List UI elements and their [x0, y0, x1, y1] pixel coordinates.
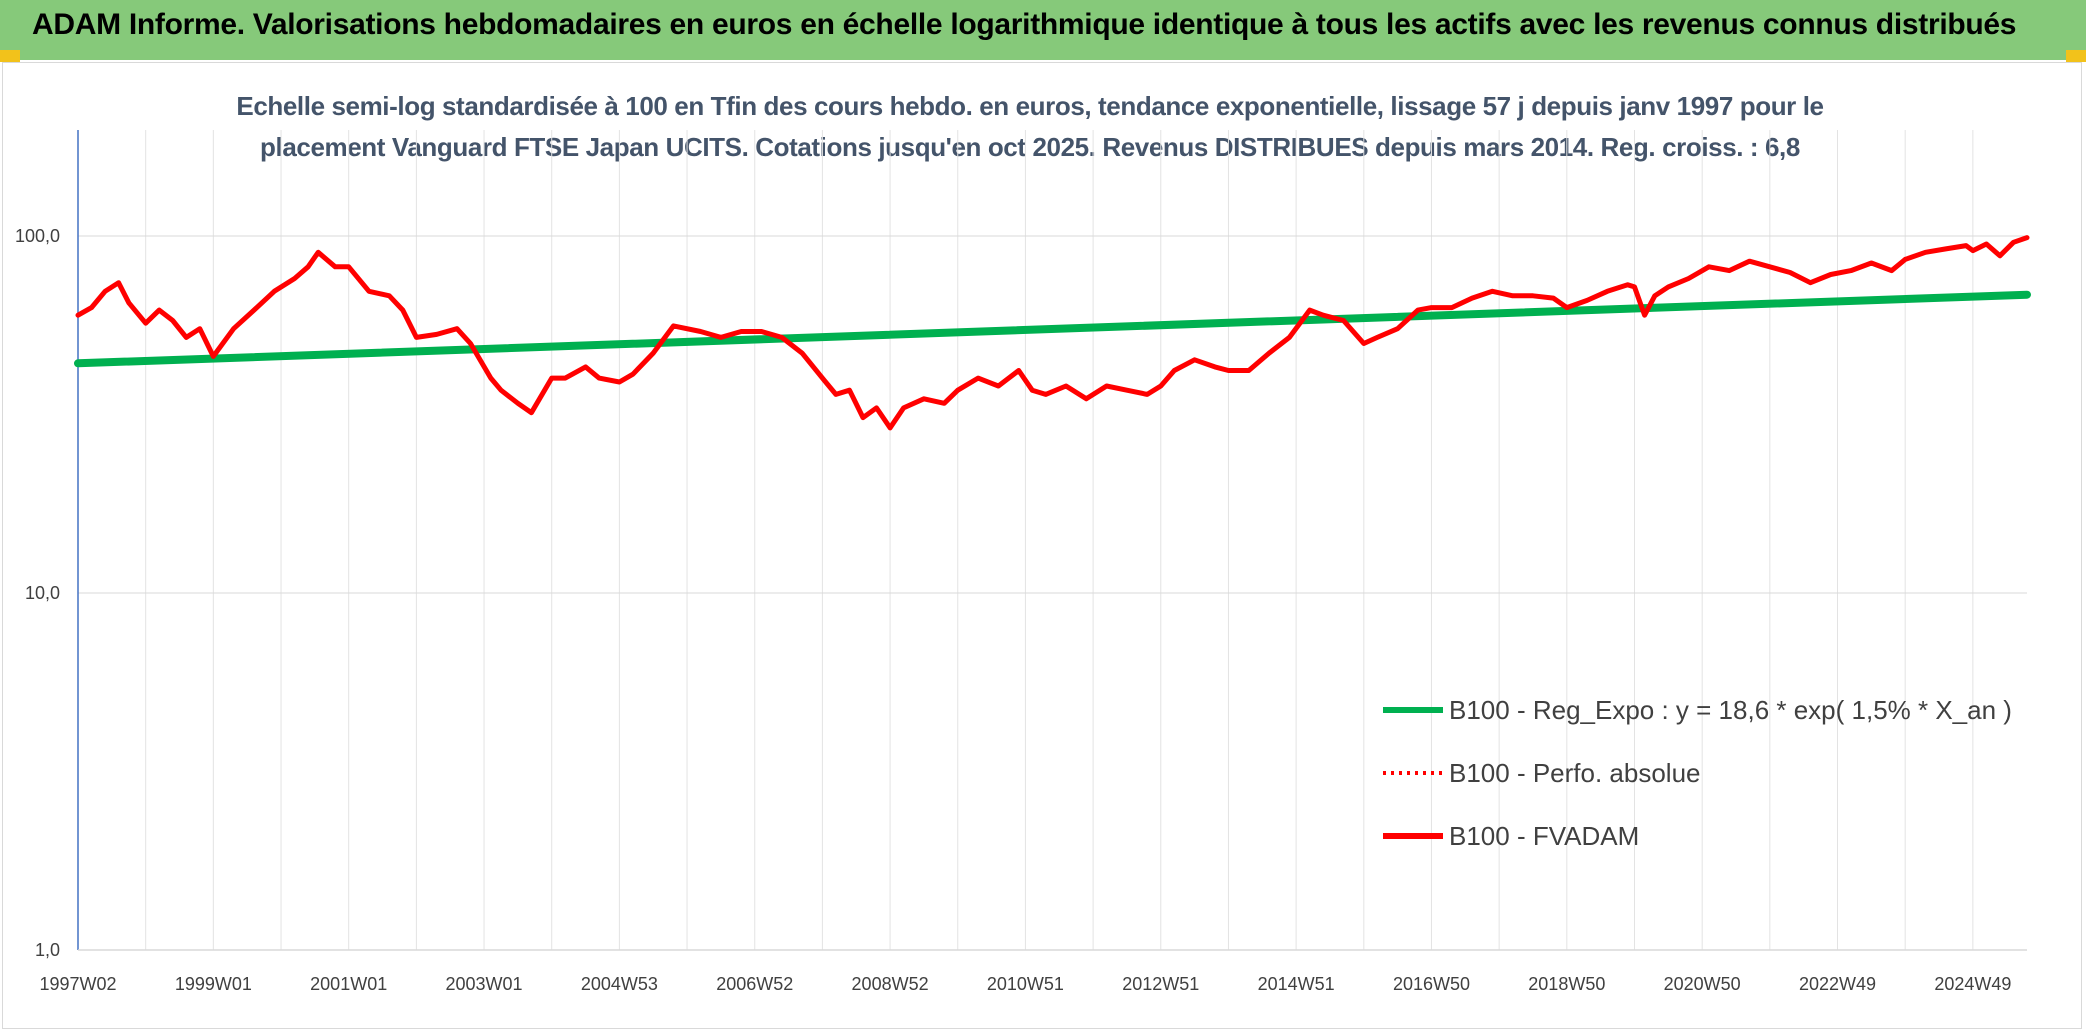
- chart-title-line-2: placement Vanguard FTSE Japan UCITS. Cot…: [260, 132, 1800, 162]
- chart-frame: [2, 62, 2082, 1029]
- x-tick-label: 2004W53: [581, 974, 658, 994]
- y-tick-label: 1,0: [35, 940, 60, 960]
- series-line-fvadam: [75, 235, 2030, 431]
- x-tick-label: 2012W51: [1122, 974, 1199, 994]
- x-tick-label: 2022W49: [1799, 974, 1876, 994]
- legend-label: B100 - Reg_Expo : y = 18,6 * exp( 1,5% *…: [1449, 695, 2012, 725]
- x-tick-label: 2014W51: [1258, 974, 1335, 994]
- axes: [77, 130, 2027, 951]
- corner-marker-left: [0, 50, 20, 62]
- x-tick-label: 2006W52: [716, 974, 793, 994]
- x-tick-label: 2001W01: [310, 974, 387, 994]
- header-title: ADAM Informe. Valorisations hebdomadaire…: [32, 8, 2017, 41]
- x-tick-label: 1999W01: [175, 974, 252, 994]
- x-tick-label: 2010W51: [987, 974, 1064, 994]
- corner-marker-right: [2066, 50, 2086, 62]
- x-tick-label: 2008W52: [852, 974, 929, 994]
- legend-label: B100 - FVADAM: [1449, 821, 1639, 851]
- x-tick-label: 2016W50: [1393, 974, 1470, 994]
- y-tick-label: 100,0: [15, 226, 60, 246]
- legend-label: B100 - Perfo. absolue: [1449, 758, 1701, 788]
- regression-line: [74, 290, 2031, 368]
- chart-title: Echelle semi-log standardisée à 100 en T…: [230, 86, 1830, 168]
- y-tick-label: 10,0: [25, 583, 60, 603]
- header-banner: ADAM Informe. Valorisations hebdomadaire…: [0, 0, 2086, 60]
- x-tick-label: 2020W50: [1664, 974, 1741, 994]
- x-tick-label: 1997W02: [39, 974, 116, 994]
- legend: B100 - Reg_Expo : y = 18,6 * exp( 1,5% *…: [1383, 695, 2012, 851]
- grid-lines: [77, 130, 2027, 951]
- chart-title-line-1: Echelle semi-log standardisée à 100 en T…: [236, 91, 1824, 121]
- tick-labels: 1,0 10,0 100,0 1997W02 1999W01 2001W01 2003W01…: [15, 226, 2011, 994]
- x-tick-label: 2024W49: [1934, 974, 2011, 994]
- series-lines: [74, 235, 2031, 431]
- x-tick-label: 2018W50: [1528, 974, 1605, 994]
- x-tick-label: 2003W01: [446, 974, 523, 994]
